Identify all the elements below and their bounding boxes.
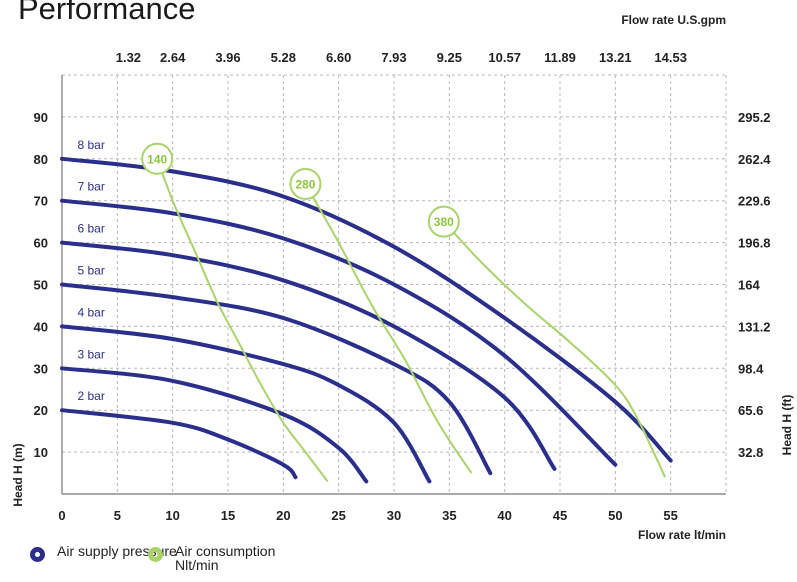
x-tick-label: 50	[608, 508, 622, 523]
legend-pressure: Air supply pressure	[30, 544, 187, 562]
y-tick-label: 40	[34, 319, 48, 334]
air-ring-icon	[148, 547, 163, 562]
y2-tick-label: 164	[738, 278, 760, 293]
x2-tick-label: 7.93	[381, 50, 406, 65]
y-tick-label: 70	[34, 194, 48, 209]
x2-tick-label: 6.60	[326, 50, 351, 65]
legend-air: Air consumption Nlt/min	[148, 544, 305, 572]
x-axis-label: Flow rate lt/min	[638, 528, 726, 542]
pressure-series-label: 5 bar	[77, 264, 104, 278]
y2-tick-label: 229.6	[738, 194, 771, 209]
pressure-curve-7-bar	[60, 198, 618, 467]
pressure-series-label: 3 bar	[77, 347, 104, 361]
tick-labels: 0 5 10 15 20 25 30 35 40 45 50 55 1.32 2.64 3.96 5.28 6.…	[34, 50, 772, 523]
air-curve-140	[156, 158, 329, 483]
y-tick-label: 10	[34, 445, 48, 460]
y-tick-label: 50	[34, 278, 48, 293]
x2-axis-label: Flow rate U.S.gpm	[621, 13, 726, 27]
air-curve-280	[304, 183, 473, 474]
x2-tick-label: 5.28	[271, 50, 296, 65]
air-badge-140	[141, 142, 174, 175]
air-curve-380	[443, 220, 667, 478]
pressure-curve-3-bar	[60, 366, 369, 484]
x-tick-label: 20	[276, 508, 290, 523]
y2-tick-label: 98.4	[738, 361, 764, 376]
pressure-series-label: 7 bar	[77, 180, 104, 194]
pressure-series-label: 2 bar	[77, 389, 104, 403]
x2-tick-label: 2.64	[160, 50, 186, 65]
air-badge-280	[289, 167, 322, 200]
y-axis-label: Head H (m)	[11, 443, 25, 506]
x2-tick-label: 14.53	[654, 50, 687, 65]
pressure-curve-8-bar	[60, 156, 673, 463]
chart-title: Performance	[18, 0, 196, 26]
pressure-curve-4-bar	[60, 324, 432, 484]
x-tick-label: 40	[497, 508, 511, 523]
y-tick-label: 20	[34, 403, 48, 418]
pressure-curve-6-bar	[60, 240, 557, 471]
pressure-ring-icon	[30, 547, 45, 562]
y2-tick-label: 65.6	[738, 403, 763, 418]
pressure-curves: 8 bar 7 bar 6 bar 5 bar 4 bar 3 bar 2 bar	[60, 138, 673, 484]
pressure-curve-5-bar	[60, 282, 493, 476]
legend-air-label: Air consumption Nlt/min	[175, 543, 276, 573]
y2-tick-label: 262.4	[738, 152, 771, 167]
x2-tick-label: 9.25	[437, 50, 462, 65]
y2-tick-label: 295.2	[738, 110, 771, 125]
pressure-series-label: 8 bar	[77, 138, 104, 152]
x2-tick-label: 1.32	[116, 50, 141, 65]
pressure-series-label: 6 bar	[77, 222, 104, 236]
y2-axis-label: Head H (ft)	[780, 395, 794, 456]
y-tick-label: 60	[34, 236, 48, 251]
x-tick-label: 45	[553, 508, 567, 523]
y-tick-label: 90	[34, 110, 48, 125]
x2-tick-label: 11.89	[544, 50, 576, 65]
x-tick-label: 10	[165, 508, 179, 523]
air-badge-label: 280	[295, 177, 315, 191]
x-tick-label: 15	[221, 508, 235, 523]
y-tick-label: 80	[34, 152, 48, 167]
pressure-series-label: 4 bar	[77, 305, 104, 319]
y2-tick-label: 131.2	[738, 319, 771, 334]
x-tick-label: 35	[442, 508, 456, 523]
y2-tick-label: 196.8	[738, 236, 771, 251]
pressure-curve-2-bar	[60, 408, 298, 480]
x-tick-label: 5	[114, 508, 121, 523]
air-badge-label: 140	[147, 152, 167, 166]
y-tick-label: 30	[34, 361, 48, 376]
x-tick-label: 30	[387, 508, 401, 523]
x2-tick-label: 3.96	[215, 50, 240, 65]
x-tick-label: 25	[331, 508, 345, 523]
x2-tick-label: 13.21	[599, 50, 632, 65]
air-consumption-curves: 140 280 380	[141, 142, 667, 483]
x-tick-label: 55	[663, 508, 677, 523]
x2-tick-label: 10.57	[488, 50, 521, 65]
air-badge-380	[427, 205, 460, 238]
x-tick-label: 0	[58, 508, 65, 523]
y2-tick-label: 32.8	[738, 445, 763, 460]
air-badge-label: 380	[434, 215, 454, 229]
legend-pressure-label: Air supply pressure	[57, 543, 177, 559]
